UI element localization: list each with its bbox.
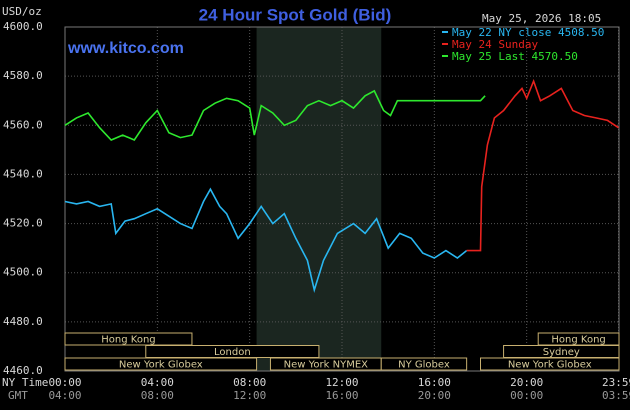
legend-label: May 24 Sunday (452, 38, 538, 51)
x-row-label: GMT (8, 389, 28, 402)
legend-swatch (442, 55, 448, 57)
y-tick-label: 4560.0 (3, 118, 43, 131)
y-tick-label: 4520.0 (3, 217, 43, 230)
session-box (64, 332, 193, 346)
legend-label: May 25 Last 4570.50 (452, 50, 578, 63)
gmt-tick-label: 20:00 (418, 389, 451, 402)
gmt-tick-label: 03:59 (602, 389, 630, 402)
x-tick-label: 04:00 (141, 376, 174, 389)
legend-swatch (442, 43, 448, 45)
session-label: Sydney (543, 347, 580, 358)
timestamp: May 25, 2026 18:05 (482, 12, 601, 25)
x-tick-label: 12:00 (325, 376, 358, 389)
chart-title: 24 Hour Spot Gold (Bid) (199, 5, 392, 24)
session-label: Hong Kong (101, 335, 155, 346)
x-tick-label: 16:00 (418, 376, 451, 389)
session-box (380, 357, 468, 371)
session-label: New York NYMEX (284, 360, 369, 371)
session-label: London (214, 347, 251, 358)
session-label: New York Globex (508, 360, 592, 371)
y-tick-label: 4480.0 (3, 315, 43, 328)
series-line (64, 187, 468, 293)
gmt-tick-label: 12:00 (233, 389, 266, 402)
session-label: NY Globex (398, 360, 450, 371)
series-line (64, 89, 486, 141)
x-tick-label: 08:00 (233, 376, 266, 389)
y-tick-label: 4540.0 (3, 167, 43, 180)
y-tick-label: 4600.0 (3, 20, 43, 33)
x-tick-label: 20:00 (510, 376, 543, 389)
session-box (64, 357, 258, 371)
site-label: www.kitco.com (67, 40, 184, 57)
x-tick-label: 23:59 (602, 376, 630, 389)
gmt-tick-label: 16:00 (325, 389, 358, 402)
legend-swatch (442, 31, 448, 33)
gmt-tick-label: 08:00 (141, 389, 174, 402)
session-label: New York Globex (119, 360, 203, 371)
session-box (480, 357, 620, 371)
y-tick-label: 4500.0 (3, 266, 43, 279)
y-tick-label: 4460.0 (3, 364, 43, 377)
gmt-tick-label: 04:00 (48, 389, 81, 402)
session-label: Hong Kong (551, 335, 605, 346)
highlight-band (256, 27, 382, 371)
plot-frame (64, 26, 620, 372)
series-line (466, 78, 619, 252)
x-tick-label: 00:00 (48, 376, 81, 389)
x-row-label: NY Time (2, 376, 48, 389)
gmt-tick-label: 00:00 (510, 389, 543, 402)
unit-label: USD/oz (2, 5, 42, 18)
legend-label: May 22 NY close 4508.50 (452, 26, 604, 39)
y-tick-label: 4580.0 (3, 69, 43, 82)
